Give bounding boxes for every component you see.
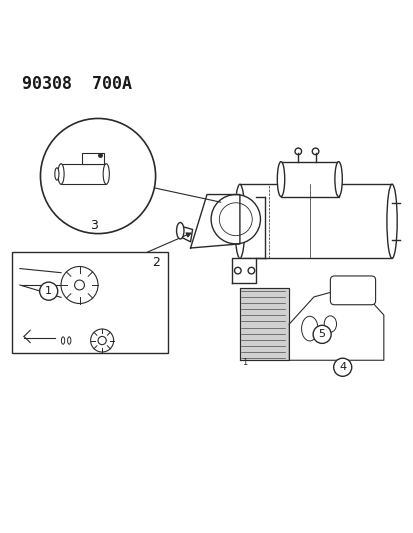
Polygon shape — [289, 288, 383, 360]
Text: 1: 1 — [45, 286, 52, 296]
Polygon shape — [239, 288, 289, 360]
FancyBboxPatch shape — [61, 164, 106, 184]
Ellipse shape — [176, 222, 183, 239]
Circle shape — [294, 148, 301, 155]
Polygon shape — [231, 259, 256, 283]
Text: 4: 4 — [338, 362, 345, 372]
Text: 1: 1 — [241, 358, 247, 367]
Ellipse shape — [61, 337, 64, 344]
Circle shape — [311, 148, 318, 155]
Ellipse shape — [55, 168, 59, 180]
Text: 90308  700A: 90308 700A — [22, 75, 132, 93]
Text: 2: 2 — [152, 256, 159, 269]
Circle shape — [74, 280, 84, 290]
Text: 5: 5 — [318, 329, 325, 340]
Ellipse shape — [234, 184, 244, 259]
FancyBboxPatch shape — [81, 154, 104, 164]
Circle shape — [247, 268, 254, 274]
Text: 3: 3 — [90, 219, 97, 232]
FancyBboxPatch shape — [239, 184, 391, 259]
FancyBboxPatch shape — [12, 252, 168, 353]
Ellipse shape — [301, 316, 317, 341]
Ellipse shape — [386, 184, 396, 259]
Ellipse shape — [103, 164, 109, 184]
Ellipse shape — [277, 161, 284, 197]
Circle shape — [333, 358, 351, 376]
Ellipse shape — [334, 161, 342, 197]
Circle shape — [234, 268, 240, 274]
FancyBboxPatch shape — [330, 276, 375, 305]
Circle shape — [219, 203, 252, 236]
Ellipse shape — [58, 164, 64, 184]
Ellipse shape — [323, 316, 336, 332]
Ellipse shape — [67, 337, 71, 344]
Circle shape — [90, 329, 114, 352]
Circle shape — [61, 266, 98, 303]
Circle shape — [40, 282, 57, 300]
Polygon shape — [178, 225, 192, 242]
Circle shape — [312, 325, 330, 343]
Circle shape — [211, 195, 260, 244]
Circle shape — [98, 336, 106, 345]
Circle shape — [40, 118, 155, 233]
Polygon shape — [190, 195, 239, 248]
FancyBboxPatch shape — [280, 161, 338, 197]
